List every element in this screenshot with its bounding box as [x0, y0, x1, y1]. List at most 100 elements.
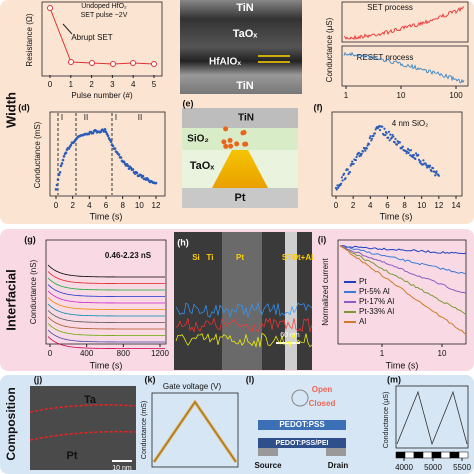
pt-region [222, 232, 262, 370]
axis-label: Gate voltage (V) [163, 382, 222, 391]
marker [340, 182, 343, 185]
layer-pt [182, 188, 298, 208]
marker [422, 159, 425, 162]
layer-label: TaOₓ [190, 160, 216, 172]
legend-label: Al [359, 317, 366, 326]
switch [291, 389, 309, 407]
marker [414, 157, 417, 161]
marker [428, 164, 432, 167]
pulse [395, 451, 406, 459]
decay-curve [47, 277, 166, 291]
source-electrode [258, 448, 278, 456]
marker [131, 168, 135, 171]
layer-label: TaOₓ [233, 28, 259, 40]
marker [398, 141, 402, 144]
x-tick-label: 800 [117, 349, 131, 358]
note: Undoped HfO₂ [81, 3, 127, 10]
marker [401, 145, 404, 148]
pulse [413, 451, 424, 459]
marker [352, 162, 355, 165]
marker [341, 179, 344, 182]
marker [64, 151, 68, 155]
marker [139, 173, 143, 177]
x-tick-label: 2 [70, 201, 75, 210]
region-label: Pt+Al [293, 253, 314, 262]
marker [424, 162, 427, 165]
marker [385, 132, 388, 135]
axis-label: Time (s) [386, 360, 419, 370]
marker [437, 174, 440, 177]
marker [348, 171, 352, 174]
annotation: Abrupt SET [71, 33, 112, 42]
marker [135, 171, 139, 175]
marker [342, 172, 346, 175]
panel-tag: (h) [177, 237, 189, 247]
plot-frame [41, 1, 163, 77]
band-label: Interfacial [3, 269, 18, 330]
marker [109, 140, 113, 143]
axis-label: Conductance (μS) [383, 392, 390, 449]
pulse [431, 451, 442, 459]
panel-tag: (k) [145, 374, 156, 384]
marker [395, 143, 399, 146]
marker [360, 152, 363, 155]
set-curve [343, 6, 465, 40]
plot-frame [341, 45, 469, 87]
panel-tag: (m) [387, 374, 401, 384]
marker [373, 132, 377, 135]
marker [54, 188, 58, 191]
arrow [62, 23, 73, 35]
marker [407, 151, 410, 155]
x-tick-label: 5500 [453, 463, 471, 472]
boundary [29, 430, 137, 441]
marker [434, 174, 437, 177]
marker [417, 153, 420, 156]
marker [372, 134, 375, 138]
legend-label: Pt-33% Al [359, 307, 394, 316]
x-tick-label: 14 [452, 201, 461, 210]
decay-curve [47, 290, 166, 304]
marker [91, 131, 95, 135]
x-tick-label: 10 [417, 201, 426, 210]
marker [370, 139, 373, 142]
marker [365, 147, 368, 150]
x-tick-label: 4 [131, 80, 136, 89]
ion [243, 141, 249, 147]
pulse [440, 451, 451, 459]
marker [419, 160, 422, 163]
marker [355, 155, 358, 159]
sto-region [285, 232, 297, 370]
marker [381, 125, 384, 128]
marker [89, 60, 95, 66]
conductance-curve [153, 401, 237, 463]
ion [223, 143, 229, 149]
plot-frame [45, 239, 167, 345]
x-tick-label: 4 [87, 201, 92, 210]
marker [57, 173, 61, 177]
x-tick-label: 3 [110, 80, 115, 89]
layer-label: TiN [238, 113, 254, 124]
pulse [422, 451, 433, 459]
marker [387, 136, 390, 139]
plot-frame [151, 392, 239, 468]
layer-label: TiN [236, 2, 254, 14]
x-tick-label: 100 [449, 91, 463, 100]
state-label: Open [312, 385, 333, 394]
plot-frame [49, 111, 166, 197]
layer-label: PEDOT:PSS [279, 420, 325, 429]
panel-label: SET process [367, 3, 413, 12]
marker [61, 158, 65, 162]
marker [406, 147, 410, 151]
decay-curve [47, 336, 166, 349]
panel-tag: (d) [18, 102, 30, 112]
pulse [404, 451, 415, 459]
scale-label: 60 nm [280, 332, 300, 339]
filament [212, 150, 268, 188]
marker [388, 139, 391, 142]
region-label: Ti [207, 253, 214, 262]
marker [126, 164, 130, 168]
layer-label: HfAlOₓ [209, 57, 241, 68]
axis-label: Normalized current [321, 257, 330, 325]
marker [67, 147, 71, 150]
panel-tag: (e) [183, 98, 194, 108]
